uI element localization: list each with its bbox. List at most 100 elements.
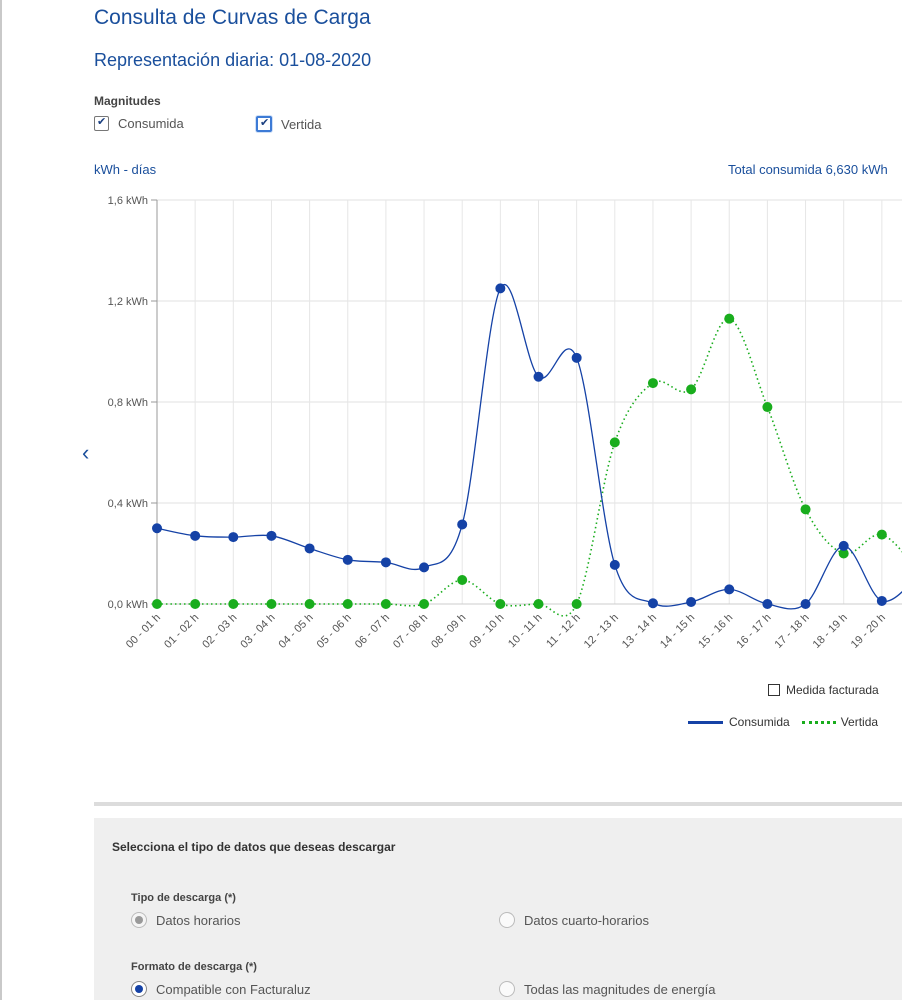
page-subtitle: Representación diaria: 01-08-2020 <box>94 50 372 70</box>
data-point-consumida <box>800 599 811 609</box>
data-point-vertida <box>686 384 697 395</box>
y-tick-label: 1,6 kWh <box>108 195 148 207</box>
x-tick-label: 03 - 04 h <box>238 612 277 651</box>
data-point-consumida <box>647 598 658 609</box>
data-point-consumida <box>609 559 620 570</box>
data-point-consumida <box>724 584 735 595</box>
unit-label: kWh - días <box>94 162 157 177</box>
data-point-vertida <box>304 599 315 609</box>
checkbox-consumida-label: Consumida <box>118 116 184 131</box>
radio-datos-cuarto-horarios[interactable]: Datos cuarto-horarios <box>499 912 649 928</box>
data-point-consumida <box>152 523 162 534</box>
y-tick-label: 1,2 kWh <box>108 296 148 308</box>
x-tick-label: 09 - 10 h <box>467 612 506 651</box>
data-point-consumida <box>571 352 582 363</box>
x-tick-label: 04 - 05 h <box>277 612 316 651</box>
data-point-consumida <box>762 599 773 609</box>
data-point-vertida <box>724 313 735 324</box>
data-point-vertida <box>762 402 773 413</box>
checkbox-vertida-box[interactable] <box>256 116 272 132</box>
x-tick-label: 16 - 17 h <box>734 612 773 651</box>
data-point-vertida <box>266 599 277 609</box>
data-point-vertida <box>876 529 887 540</box>
x-tick-label: 10 - 11 h <box>506 612 545 651</box>
chevron-left-icon[interactable]: ‹ <box>82 440 90 465</box>
data-point-vertida <box>152 599 162 609</box>
data-point-vertida <box>533 599 544 609</box>
y-tick-label: 0,4 kWh <box>108 498 148 510</box>
x-tick-label: 11 - 12 h <box>544 612 583 651</box>
data-point-vertida <box>342 599 353 609</box>
x-tick-label: 12 - 13 h <box>582 612 621 651</box>
radio-datos-horarios-dot[interactable] <box>131 912 147 928</box>
radio-datos-cuarto-horarios-label: Datos cuarto-horarios <box>524 912 649 928</box>
x-tick-label: 08 - 09 h <box>429 612 468 651</box>
legend-vertida-swatch <box>801 720 836 724</box>
tipo-descarga-label: Tipo de descarga (*) <box>131 892 236 904</box>
data-point-consumida <box>838 540 849 551</box>
radio-datos-cuarto-horarios-dot[interactable] <box>499 912 515 928</box>
data-point-vertida <box>571 599 582 609</box>
data-point-vertida <box>495 599 506 609</box>
y-tick-label: 0,8 kWh <box>108 397 148 409</box>
data-point-consumida <box>495 283 506 294</box>
data-point-vertida <box>609 437 620 448</box>
radio-compatible-facturaluz-label: Compatible con Facturaluz <box>156 981 311 997</box>
legend-vertida-label[interactable]: Vertida <box>840 715 879 729</box>
data-point-consumida <box>419 562 430 573</box>
x-tick-label: 06 - 07 h <box>353 612 392 651</box>
data-point-vertida <box>419 599 430 609</box>
data-point-consumida <box>380 557 391 568</box>
total-label: Total consumida <box>728 162 822 177</box>
download-panel-title: Selecciona el tipo de datos que deseas d… <box>112 840 396 854</box>
data-point-consumida <box>228 532 239 543</box>
checkbox-vertida-label: Vertida <box>281 116 322 132</box>
total-value: 6,630 kWh <box>825 162 888 177</box>
series-line-vertida <box>156 317 902 617</box>
x-tick-label: 01 - 02 h <box>162 612 201 651</box>
radio-compatible-facturaluz[interactable]: Compatible con Facturaluz <box>131 981 311 997</box>
x-tick-label: 07 - 08 h <box>391 612 430 651</box>
x-tick-label: 18 - 19 h <box>811 612 850 651</box>
x-tick-label: 02 - 03 h <box>200 612 239 651</box>
data-point-vertida <box>647 378 658 389</box>
data-point-consumida <box>457 519 468 530</box>
x-tick-label: 19 - 20 h <box>849 612 888 651</box>
legend-consumida-label[interactable]: Consumida <box>729 715 790 729</box>
x-tick-label: 13 - 14 h <box>620 612 659 651</box>
data-point-consumida <box>686 596 697 607</box>
data-point-vertida <box>190 599 201 609</box>
data-point-consumida <box>304 543 315 554</box>
checkbox-vertida[interactable]: Vertida <box>256 116 321 132</box>
data-point-consumida <box>266 530 277 541</box>
section-divider <box>94 802 902 806</box>
download-panel: Selecciona el tipo de datos que deseas d… <box>94 818 902 1000</box>
radio-compatible-facturaluz-dot[interactable] <box>131 981 147 997</box>
radio-todas-magnitudes-label: Todas las magnitudes de energía <box>524 981 716 997</box>
radio-todas-magnitudes-dot[interactable] <box>499 981 515 997</box>
legend-consumida-swatch <box>688 720 723 724</box>
legend-medida-facturada[interactable]: Medida facturada <box>768 683 879 697</box>
medida-facturada-label: Medida facturada <box>786 683 879 697</box>
data-point-consumida <box>876 595 887 606</box>
data-point-consumida <box>190 530 201 541</box>
radio-datos-horarios-label: Datos horarios <box>156 912 241 928</box>
load-curve-chart: 0,0 kWh 0,4 kWh 0,8 kWh 1,2 kWh 1,6 kWh 00 - … <box>108 195 902 651</box>
medida-facturada-checkbox[interactable] <box>768 684 780 696</box>
chart-legend: Consumida Vertida <box>688 715 878 729</box>
data-point-vertida <box>228 599 239 609</box>
checkbox-consumida-box[interactable] <box>94 115 109 131</box>
left-edge-rule <box>0 0 2 1000</box>
magnitudes-label: Magnitudes <box>94 94 161 108</box>
checkbox-consumida[interactable]: Consumida <box>94 115 184 131</box>
data-point-consumida <box>533 371 544 382</box>
formato-descarga-label: Formato de descarga (*) <box>131 961 257 973</box>
page-title: Consulta de Curvas de Carga <box>94 6 371 29</box>
total-consumida: Total consumida 6,630 kWh <box>728 162 888 177</box>
radio-todas-magnitudes[interactable]: Todas las magnitudes de energía <box>499 981 716 997</box>
data-point-consumida <box>342 554 353 565</box>
radio-datos-horarios[interactable]: Datos horarios <box>131 912 241 928</box>
x-tick-label: 05 - 06 h <box>315 612 354 651</box>
data-point-vertida <box>457 575 468 586</box>
x-tick-label: 00 - 01 h <box>124 612 163 651</box>
